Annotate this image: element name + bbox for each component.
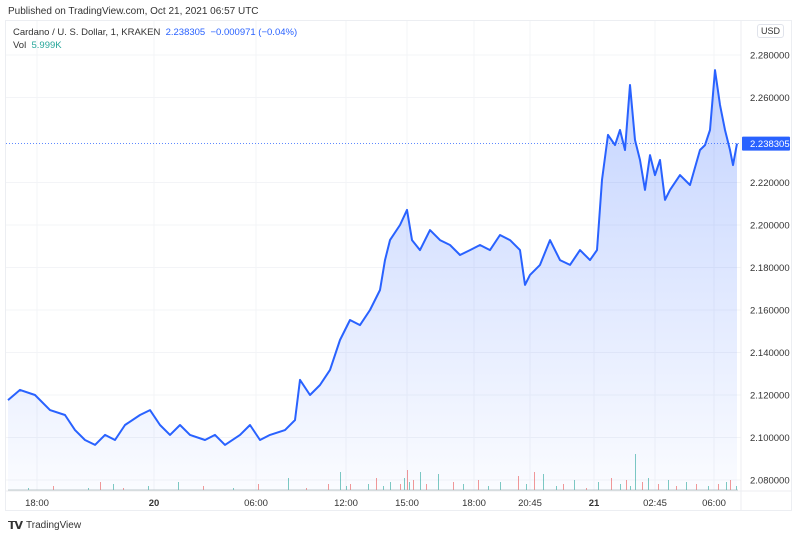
y-tick-label: 2.140000: [750, 348, 790, 359]
x-tick-label: 15:00: [395, 498, 419, 509]
tradingview-logo-icon: 𝗧𝗩: [8, 520, 23, 532]
y-tick-label: 2.280000: [750, 51, 790, 62]
y-tick-label: 2.260000: [750, 93, 790, 104]
price-area: [8, 70, 737, 490]
x-tick-label: 20: [149, 498, 160, 509]
x-tick-label: 20:45: [518, 498, 542, 509]
chart-pane[interactable]: [5, 20, 792, 511]
last-price-badge: [742, 136, 790, 151]
x-tick-label: 18:00: [462, 498, 486, 509]
brand-label: TradingView: [26, 520, 82, 531]
x-tick-label: 06:00: [702, 498, 726, 509]
price-line: [7, 69, 738, 446]
x-tick-label: 06:00: [244, 498, 268, 509]
y-tick-label: 2.160000: [750, 306, 790, 317]
chart-legend: Cardano / U. S. Dollar, 1, KRAKEN 2.2383…: [13, 26, 297, 52]
y-tick-label: 2.220000: [750, 178, 790, 189]
currency-button[interactable]: USD: [757, 24, 785, 38]
published-caption: Published on TradingView.com, Oct 21, 20…: [8, 6, 259, 17]
x-tick-label: 18:00: [25, 498, 49, 509]
symbol-title[interactable]: Cardano / U. S. Dollar, 1, KRAKEN: [13, 27, 161, 38]
y-tick-label: 2.100000: [750, 433, 790, 444]
y-tick-label: 2.200000: [750, 221, 790, 232]
y-tick-label: 2.120000: [750, 391, 790, 402]
x-tick-label: 12:00: [334, 498, 358, 509]
x-tick-label: 02:45: [643, 498, 667, 509]
legend-price: 2.238305: [165, 27, 206, 38]
volume-label: Vol: [13, 40, 27, 51]
y-tick-label: 2.180000: [750, 263, 790, 274]
tradingview-brand[interactable]: 𝗧𝗩 TradingView: [8, 519, 81, 532]
y-tick-label: 2.080000: [750, 476, 790, 487]
volume-value: 5.999K: [31, 40, 62, 51]
x-tick-label: 21: [589, 498, 600, 509]
legend-change: −0.000971 (−0.04%): [210, 27, 298, 38]
last-price-label: 2.238305: [750, 139, 790, 150]
